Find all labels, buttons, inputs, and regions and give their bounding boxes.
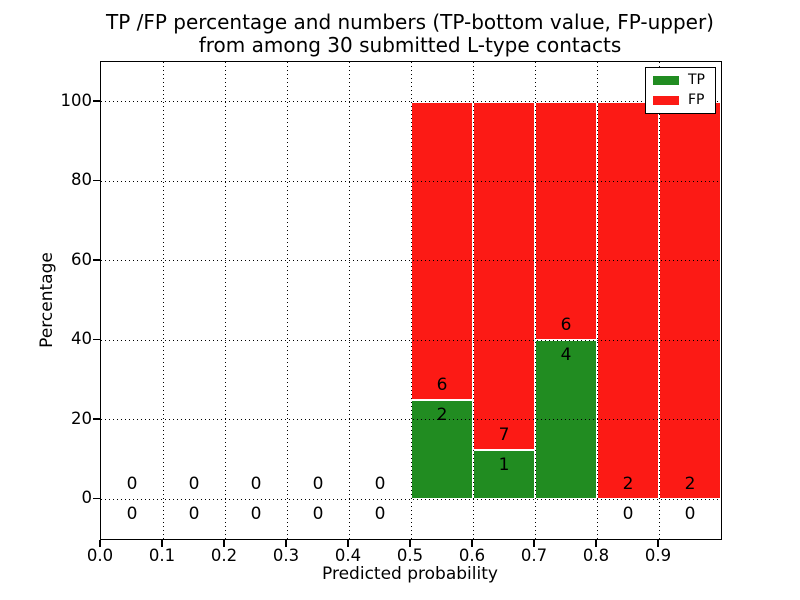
- fp-count-label: 0: [188, 474, 200, 495]
- fp-color-swatch-icon: [653, 96, 679, 105]
- bar-segment-fp: [659, 101, 721, 500]
- y-tick-mark: [93, 418, 100, 420]
- tp-count-label: 0: [126, 504, 138, 525]
- tp-count-label: 2: [436, 404, 448, 425]
- x-tick-mark: [595, 540, 597, 547]
- x-tick-mark: [285, 540, 287, 547]
- legend-label-tp: TP: [688, 72, 705, 88]
- x-gridline: [658, 62, 660, 539]
- x-gridline: [472, 62, 474, 539]
- tp-count-label: 0: [250, 504, 262, 525]
- legend-label-fp: FP: [688, 92, 705, 108]
- x-tick-label: 0.8: [582, 546, 610, 565]
- y-tick-mark: [93, 259, 100, 261]
- y-tick-label: 80: [71, 170, 92, 190]
- chart-title: TP /FP percentage and numbers (TP-bottom…: [100, 11, 720, 57]
- fp-count-label: 0: [126, 474, 138, 495]
- x-gridline: [410, 62, 412, 539]
- y-tick-label: 100: [60, 90, 93, 110]
- y-tick-label: 40: [71, 329, 92, 349]
- x-gridline: [596, 62, 598, 539]
- x-tick-mark: [409, 540, 411, 547]
- x-tick-label: 0.2: [210, 546, 238, 565]
- x-gridline: [348, 62, 350, 539]
- fp-count-label: 6: [560, 315, 572, 336]
- legend-entry-tp: TP: [653, 73, 715, 88]
- legend-entry-fp: FP: [653, 93, 715, 108]
- x-tick-label: 0.1: [148, 546, 176, 565]
- x-tick-mark: [347, 540, 349, 547]
- y-tick-mark: [93, 179, 100, 181]
- y-tick-label: 20: [71, 408, 92, 428]
- y-tick-mark: [93, 338, 100, 340]
- x-tick-mark: [657, 540, 659, 547]
- x-gridline: [224, 62, 226, 539]
- x-tick-label: 0.9: [644, 546, 672, 565]
- x-axis-label: Predicted probability: [322, 564, 498, 584]
- bar-segment-fp: [597, 101, 659, 500]
- tp-count-label: 0: [188, 504, 200, 525]
- y-tick-mark: [93, 100, 100, 102]
- fp-count-label: 7: [498, 424, 510, 445]
- bar-segment-fp: [473, 101, 535, 450]
- fp-count-label: 6: [436, 374, 448, 395]
- fp-count-label: 2: [684, 474, 696, 495]
- fp-count-label: 0: [374, 474, 386, 495]
- bar-segment-fp: [535, 101, 597, 341]
- x-gridline: [534, 62, 536, 539]
- fp-count-label: 0: [250, 474, 262, 495]
- x-tick-label: 0.6: [458, 546, 486, 565]
- tp-count-label: 4: [560, 345, 572, 366]
- chart-title-line2: from among 30 submitted L-type contacts: [198, 33, 622, 57]
- x-tick-label: 0.7: [520, 546, 548, 565]
- chart-title-line1: TP /FP percentage and numbers (TP-bottom…: [106, 10, 714, 34]
- plot-area: 0 0 0 0 0 0 0 0 0 0 6 2 7 1 6 4 2 0 2 0: [100, 61, 722, 540]
- x-tick-mark: [99, 540, 101, 547]
- x-tick-mark: [161, 540, 163, 547]
- x-tick-label: 0.0: [86, 546, 114, 565]
- tp-count-label: 0: [684, 504, 696, 525]
- x-tick-label: 0.3: [272, 546, 300, 565]
- x-tick-mark: [533, 540, 535, 547]
- y-tick-label: 60: [71, 249, 92, 269]
- x-tick-label: 0.4: [334, 546, 362, 565]
- x-gridline: [162, 62, 164, 539]
- x-tick-mark: [471, 540, 473, 547]
- bar-segment-fp: [411, 101, 473, 400]
- y-tick-label: 0: [81, 488, 93, 508]
- x-tick-label: 0.5: [396, 546, 424, 565]
- tp-count-label: 0: [622, 504, 634, 525]
- x-tick-mark: [223, 540, 225, 547]
- bar-segment-tp: [473, 449, 535, 500]
- tp-count-label: 0: [374, 504, 386, 525]
- tp-count-label: 0: [312, 504, 324, 525]
- y-tick-mark: [93, 497, 100, 499]
- tp-count-label: 1: [498, 454, 510, 475]
- legend: TP FP: [645, 67, 716, 114]
- tp-color-swatch-icon: [653, 76, 679, 85]
- fp-count-label: 0: [312, 474, 324, 495]
- fp-count-label: 2: [622, 474, 634, 495]
- x-gridline: [286, 62, 288, 539]
